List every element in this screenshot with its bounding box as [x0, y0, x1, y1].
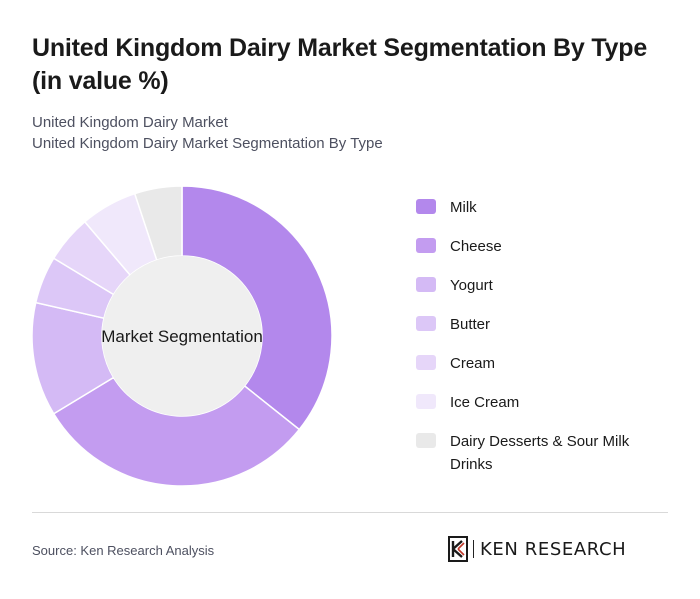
source-note: Source: Ken Research Analysis	[32, 543, 215, 558]
legend-label: Milk	[450, 199, 477, 216]
legend-swatch	[416, 433, 436, 448]
legend-item[interactable]: Dairy Desserts & Sour Milk Drinks	[416, 430, 666, 476]
donut-center-label: Market Segmentation	[101, 327, 263, 346]
legend-swatch	[416, 355, 436, 370]
chart-subtitle-segmentation: United Kingdom Dairy Market Segmentation…	[32, 135, 383, 152]
logo-separator	[473, 540, 474, 558]
legend-item[interactable]: Yogurt	[416, 274, 666, 297]
legend-swatch	[416, 199, 436, 214]
legend-label: Butter	[450, 316, 491, 333]
footer-divider	[32, 512, 668, 513]
legend-swatch	[416, 238, 436, 253]
ken-research-logo: KEN RESEARCH	[447, 536, 626, 562]
legend-swatch	[416, 394, 436, 409]
brand-name: KEN RESEARCH	[480, 538, 627, 560]
donut-chart-area: Market Segmentation	[24, 176, 340, 496]
chart-legend: Milk Cheese Yogurt Butter Cream Ice Cream Dair…	[416, 196, 666, 492]
legend-item[interactable]: Milk	[416, 196, 666, 219]
chart-title: United Kingdom Dairy Market Segmentation…	[32, 34, 648, 95]
legend-swatch	[416, 316, 436, 331]
legend-label: Cream	[450, 355, 496, 372]
legend-item[interactable]: Cheese	[416, 235, 666, 258]
legend-label: Ice Cream	[450, 394, 520, 411]
legend-item[interactable]: Cream	[416, 352, 666, 375]
chart-subtitle-market: United Kingdom Dairy Market	[32, 114, 228, 131]
legend-item[interactable]: Butter	[416, 313, 666, 336]
legend-item[interactable]: Ice Cream	[416, 391, 666, 414]
legend-label: Dairy Desserts & Sour Milk Drinks	[450, 433, 630, 473]
legend-swatch	[416, 277, 436, 292]
donut-center	[102, 256, 262, 416]
legend-label: Cheese	[450, 238, 502, 255]
ken-research-logo-icon	[448, 536, 468, 562]
legend-label: Yogurt	[450, 277, 493, 294]
donut-chart: Market Segmentation	[31, 185, 333, 487]
